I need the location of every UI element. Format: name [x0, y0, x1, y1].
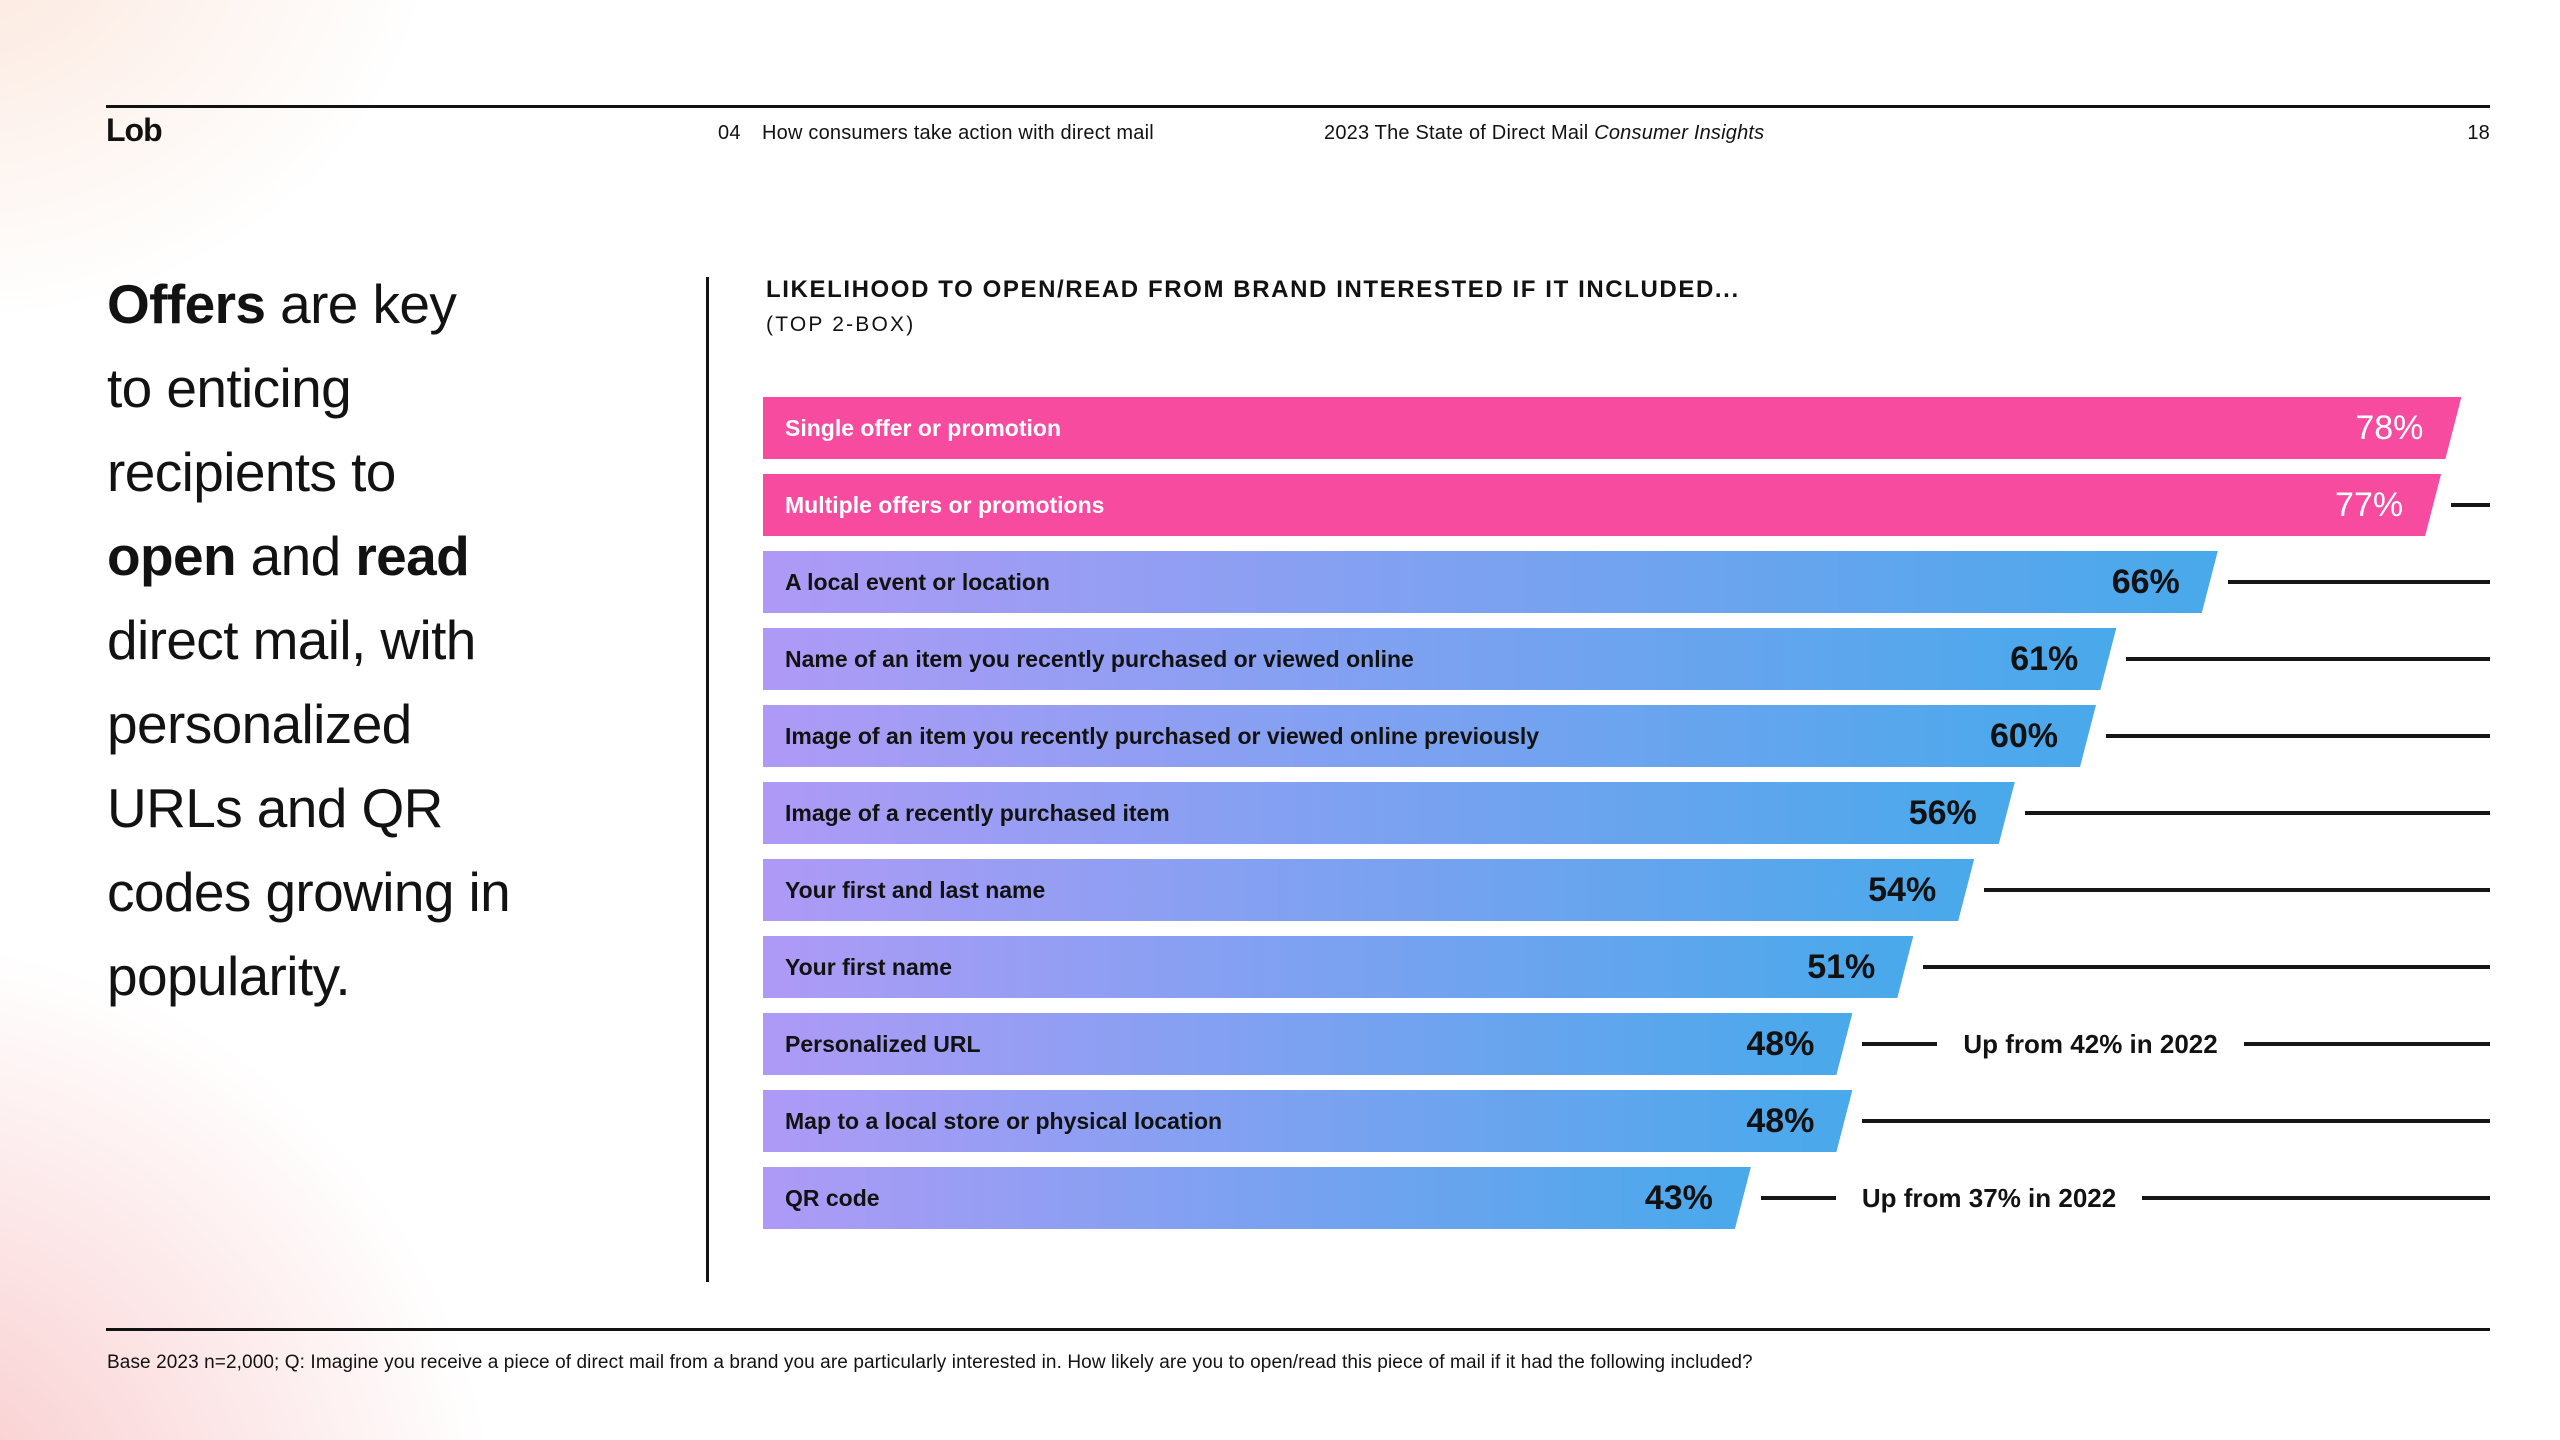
report-title-regular: 2023 The State of Direct Mail — [1324, 122, 1589, 144]
bar-value-label: 56% — [1908, 794, 1977, 832]
bar-row: Single offer or promotion 78% — [763, 397, 2490, 459]
headline-bold-word: Offers — [107, 273, 266, 335]
bar-row: Multiple offers or promotions 77% — [763, 474, 2490, 536]
headline-text: and — [235, 525, 356, 587]
headline: Offers are key to enticing recipients to… — [107, 262, 747, 1018]
line-segment — [2024, 811, 2490, 815]
headline-text: direct mail, with personalized URLs and … — [107, 609, 511, 1007]
annotation-line: Up from 42% in 2022 — [1862, 1013, 2490, 1075]
bar-row: Your first and last name 54% — [763, 859, 2490, 921]
leader-line — [2227, 551, 2490, 613]
bar-value-label: 51% — [1807, 948, 1876, 986]
leader-line — [2106, 705, 2490, 767]
bar-category-label: A local event or location — [785, 569, 1050, 595]
bar-value-label: 48% — [1746, 1025, 1815, 1063]
leader-line — [2126, 628, 2490, 690]
bar-value-label: 54% — [1868, 871, 1937, 909]
report-title-italic: Consumer Insights — [1594, 122, 1765, 144]
line-segment — [2243, 1042, 2490, 1046]
leader-line — [1984, 859, 2490, 921]
section-title: How consumers take action with direct ma… — [762, 122, 1154, 144]
line-segment — [2126, 657, 2490, 661]
lob-logo: Lob — [106, 112, 163, 148]
bar-row: Image of a recently purchased item 56% — [763, 782, 2490, 844]
headline-bold-word: open — [107, 525, 237, 587]
bar-category-label: Multiple offers or promotions — [785, 492, 1105, 518]
bar: Multiple offers or promotions 77% — [763, 474, 2441, 536]
chart-title: LIKELIHOOD TO OPEN/READ FROM BRAND INTER… — [766, 276, 1740, 303]
line-segment — [2451, 503, 2490, 507]
headline-text: are key to enticing recipients to — [107, 273, 457, 503]
bar: Personalized URL 48% — [763, 1013, 1852, 1075]
line-segment — [1862, 1042, 1938, 1046]
bar-category-label: Image of a recently purchased item — [785, 800, 1170, 826]
leader-line — [2024, 782, 2490, 844]
bar: Your first name 51% — [763, 936, 1913, 998]
bar-category-label: Name of an item you recently purchased o… — [785, 646, 1414, 672]
bar-row: Your first name 51% — [763, 936, 2490, 998]
line-segment — [2227, 580, 2490, 584]
bar-category-label: Your first name — [785, 954, 952, 980]
bar: Your first and last name 54% — [763, 859, 1974, 921]
bar-value-label: 77% — [2335, 486, 2404, 524]
bar-value-label: 66% — [2111, 563, 2180, 601]
header-rule — [106, 105, 2490, 108]
line-segment — [1984, 888, 2490, 892]
bar-row: QR code 43% Up from 37% in 2022 — [763, 1167, 2490, 1229]
line-segment — [2142, 1196, 2490, 1200]
line-segment — [1862, 1119, 2490, 1123]
annotation-text: Up from 37% in 2022 — [1861, 1182, 2117, 1213]
bar-row: Name of an item you recently purchased o… — [763, 628, 2490, 690]
bar-category-label: Your first and last name — [785, 877, 1046, 903]
bar-row: Personalized URL 48% Up from 42% in 2022 — [763, 1013, 2490, 1075]
bar: Name of an item you recently purchased o… — [763, 628, 2116, 690]
bar: Single offer or promotion 78% — [763, 397, 2461, 459]
bar: A local event or location 66% — [763, 551, 2218, 613]
bar-value-label: 48% — [1746, 1102, 1815, 1140]
bar-category-label: Single offer or promotion — [785, 415, 1061, 441]
bar-row: Map to a local store or physical locatio… — [763, 1090, 2490, 1152]
vertical-divider — [706, 277, 709, 1282]
line-segment — [2106, 734, 2490, 738]
report-title: 2023 The State of Direct Mail Consumer I… — [1324, 122, 1764, 145]
bar-value-label: 43% — [1644, 1179, 1713, 1217]
section-number: 04 — [718, 122, 741, 144]
bar-value-label: 60% — [1989, 717, 2058, 755]
annotation-line: Up from 37% in 2022 — [1760, 1167, 2490, 1229]
bar: QR code 43% — [763, 1167, 1751, 1229]
chart-subtitle: (TOP 2-BOX) — [766, 313, 916, 336]
bar-category-label: Map to a local store or physical locatio… — [785, 1108, 1223, 1134]
bar-category-label: QR code — [785, 1185, 880, 1211]
bar-category-label: Personalized URL — [785, 1031, 981, 1057]
bar-row: A local event or location 66% — [763, 551, 2490, 613]
bar-value-label: 78% — [2355, 409, 2424, 447]
bar: Image of a recently purchased item 56% — [763, 782, 2015, 844]
leader-line — [1862, 1090, 2490, 1152]
bar: Map to a local store or physical locatio… — [763, 1090, 1852, 1152]
leader-line — [1923, 936, 2490, 998]
page-number: 18 — [2467, 122, 2490, 144]
bar-category-label: Image of an item you recently purchased … — [785, 723, 1540, 749]
footer-rule — [106, 1328, 2490, 1331]
annotation-text: Up from 42% in 2022 — [1963, 1028, 2218, 1059]
bar-value-label: 61% — [2010, 640, 2079, 678]
chart-header: LIKELIHOOD TO OPEN/READ FROM BRAND INTER… — [766, 276, 1740, 337]
line-segment — [1760, 1196, 1836, 1200]
bar-row: Image of an item you recently purchased … — [763, 705, 2490, 767]
bar: Image of an item you recently purchased … — [763, 705, 2096, 767]
bar-chart: Single offer or promotion 78% Multiple off… — [763, 397, 2490, 1244]
line-segment — [1923, 965, 2490, 969]
footnote: Base 2023 n=2,000; Q: Imagine you receiv… — [107, 1352, 1753, 1373]
leader-line — [2451, 474, 2490, 536]
headline-bold-word: read — [355, 525, 470, 587]
